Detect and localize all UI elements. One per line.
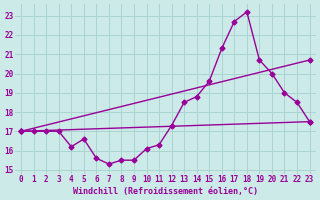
X-axis label: Windchill (Refroidissement éolien,°C): Windchill (Refroidissement éolien,°C) <box>73 187 258 196</box>
